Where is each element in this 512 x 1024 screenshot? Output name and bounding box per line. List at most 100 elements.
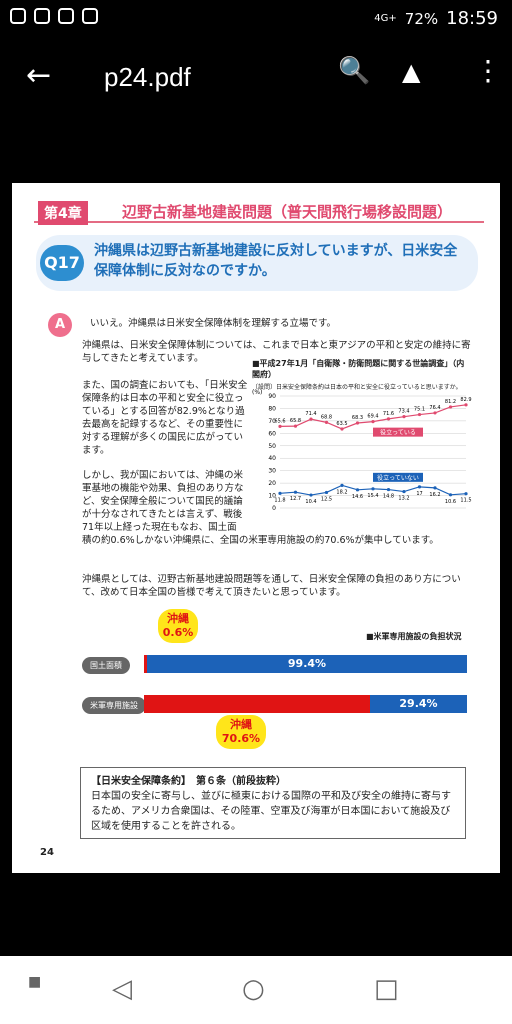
data-label: 13.2 <box>398 496 409 502</box>
answer-badge: A <box>48 313 72 337</box>
answer-paragraph-2: 沖縄県は、日米安全保障体制については、これまで日本と東アジアの平和と安定の維持に… <box>82 340 471 364</box>
add-to-drive-icon[interactable]: ▲ <box>402 58 421 86</box>
data-label: 71.4 <box>305 411 316 417</box>
chapter-badge: 第4章 <box>38 201 88 225</box>
document-title: p24.pdf <box>104 62 191 92</box>
series-name: 役立っている <box>380 429 416 437</box>
chart-question: 〔設問〕日米安全保障条約は日本の平和と安全に役立っていると思いますか。 <box>252 384 462 391</box>
more-vert-icon[interactable]: ⋮ <box>474 54 502 87</box>
status-right: 4G+ 72% 18:59 <box>374 8 498 29</box>
data-label: 16.2 <box>429 492 440 498</box>
nav-bar: ■ ◁ ○ □ <box>0 956 512 1024</box>
chapter-header: 第4章 辺野古新基地建設問題（普天間飛行場移設問題） <box>34 197 484 225</box>
data-point <box>417 412 422 417</box>
data-label: 68.3 <box>352 415 363 421</box>
answer-paragraph-1: いいえ。沖縄県は日米安全保障体制を理解する立場です。 <box>90 318 337 329</box>
network-label: 4G+ <box>374 13 397 24</box>
search-icon[interactable]: 🔍 <box>338 56 371 86</box>
app-bar: ← p24.pdf 🔍 ▲ ⋮ <box>0 36 512 116</box>
data-label: 69.4 <box>367 414 378 420</box>
data-label: 18.2 <box>336 489 347 495</box>
answer-paragraph-4-text: しかし、我が国においては、沖縄の米軍基地の機能や効果、負担のあり方など、安全保障… <box>82 470 439 546</box>
y-tick-label: 20 <box>268 480 276 487</box>
data-point <box>309 493 313 497</box>
data-label: 15.4 <box>367 493 378 499</box>
series-tag <box>373 472 423 482</box>
data-label: 75.1 <box>414 407 425 413</box>
data-point <box>324 420 329 424</box>
battery-label: 72% <box>404 9 439 28</box>
treaty-text: 日本国の安全に寄与し、並びに極東における国際の平和及び安全の維持に寄与するため、… <box>91 791 451 832</box>
data-label: 65.8 <box>290 418 301 424</box>
answer-paragraph-3: また、国の調査においても、「日米安全保障条約は日本の平和と安全に役立っている」と… <box>82 380 248 456</box>
data-point <box>340 483 344 487</box>
data-point <box>371 420 375 424</box>
data-point <box>386 487 391 492</box>
data-label: 68.8 <box>321 414 332 420</box>
status-bar: 4G+ 72% 18:59 <box>0 0 512 36</box>
y-tick-label: 50 <box>268 443 276 450</box>
data-label: 11.8 <box>274 497 285 503</box>
bar-okinawa-land <box>144 655 147 673</box>
data-point <box>371 487 375 491</box>
data-point <box>293 490 298 494</box>
back-arrow-icon[interactable]: ← <box>26 58 52 93</box>
callout-bases: 沖縄 70.6% <box>216 715 266 749</box>
data-label: 73.4 <box>398 409 409 415</box>
data-label: 10.4 <box>305 499 316 505</box>
data-label: 14.8 <box>383 494 394 500</box>
data-label: 10.6 <box>445 499 456 505</box>
opinion-poll-chart: ■平成27年1月「自衛隊・防衛問題に関する世論調査」（内閣府） 〔設問〕日米安全… <box>252 358 472 528</box>
y-tick-label: 10 <box>268 493 276 500</box>
data-point <box>464 492 468 496</box>
clock: 18:59 <box>446 8 498 29</box>
data-point <box>355 421 360 425</box>
y-tick-label: 60 <box>268 430 276 437</box>
y-tick-label: 0 <box>272 505 276 512</box>
series-tag <box>373 427 423 437</box>
bars-title: ■米軍専用施設の負担状況 <box>366 632 462 641</box>
data-label: 14.6 <box>352 494 363 500</box>
data-point <box>433 411 437 415</box>
question-text: 沖縄県は辺野古新基地建設に反対していますが、日米安全保障体制に反対なのですか。 <box>94 243 458 279</box>
data-point <box>402 489 406 494</box>
y-tick-label: 80 <box>268 405 276 412</box>
bar-rest-land: 99.4% <box>147 655 467 673</box>
pdf-page: 第4章 辺野古新基地建設問題（普天間飛行場移設問題） Q17 沖縄県は辺野古新基… <box>12 183 500 873</box>
answer-paragraph-5: 沖縄県としては、辺野古新基地建設問題等を通して、日米安全保障の負担のあり方につい… <box>82 574 461 598</box>
data-label: 11.5 <box>460 498 471 504</box>
data-point <box>402 415 406 419</box>
data-point <box>464 403 468 407</box>
data-label: 12.7 <box>290 496 301 502</box>
data-point <box>278 424 282 428</box>
data-point <box>355 488 360 492</box>
bar-okinawa-bases <box>144 695 370 713</box>
recents-icon[interactable]: □ <box>374 974 399 1004</box>
home-icon[interactable]: ○ <box>242 974 265 1004</box>
data-point <box>309 417 313 421</box>
bar-label-bases: 米軍専用施設 <box>82 697 146 714</box>
callout-land: 沖縄 0.6% <box>158 609 198 643</box>
data-point <box>386 417 391 421</box>
data-point <box>433 486 437 490</box>
data-point <box>293 424 298 428</box>
data-label: 65.6 <box>274 418 285 424</box>
data-label: 12.5 <box>321 496 332 502</box>
chart-title: ■平成27年1月「自衛隊・防衛問題に関する世論調査」（内閣府） <box>252 359 465 379</box>
y-tick-label: 40 <box>268 455 276 462</box>
data-point <box>340 427 344 431</box>
y-tick-label: 30 <box>268 468 276 475</box>
question-box: Q17 沖縄県は辺野古新基地建設に反対していますが、日米安全保障体制に反対なので… <box>36 235 478 291</box>
y-tick-label: 70 <box>268 418 276 425</box>
bar-label-land: 国土面積 <box>82 657 130 674</box>
back-icon[interactable]: ◁ <box>112 974 132 1004</box>
y-tick-label: 90 <box>268 393 276 400</box>
data-label: 63.5 <box>336 421 347 427</box>
answer-paragraph-4: しかし、我が国においては、沖縄の米軍基地の機能や効果、負担のあり方など、安全保障… <box>82 469 472 569</box>
nav-dot-icon: ■ <box>28 974 42 990</box>
data-point <box>324 490 329 495</box>
data-label: 82.9 <box>460 397 471 403</box>
line-chart-svg: (%) 0 10 20 30 40 50 60 70 80 90 65.6 65.8 71.4 68.8 63… <box>252 389 472 512</box>
data-point <box>417 485 422 489</box>
data-label: 76.4 <box>429 405 440 411</box>
